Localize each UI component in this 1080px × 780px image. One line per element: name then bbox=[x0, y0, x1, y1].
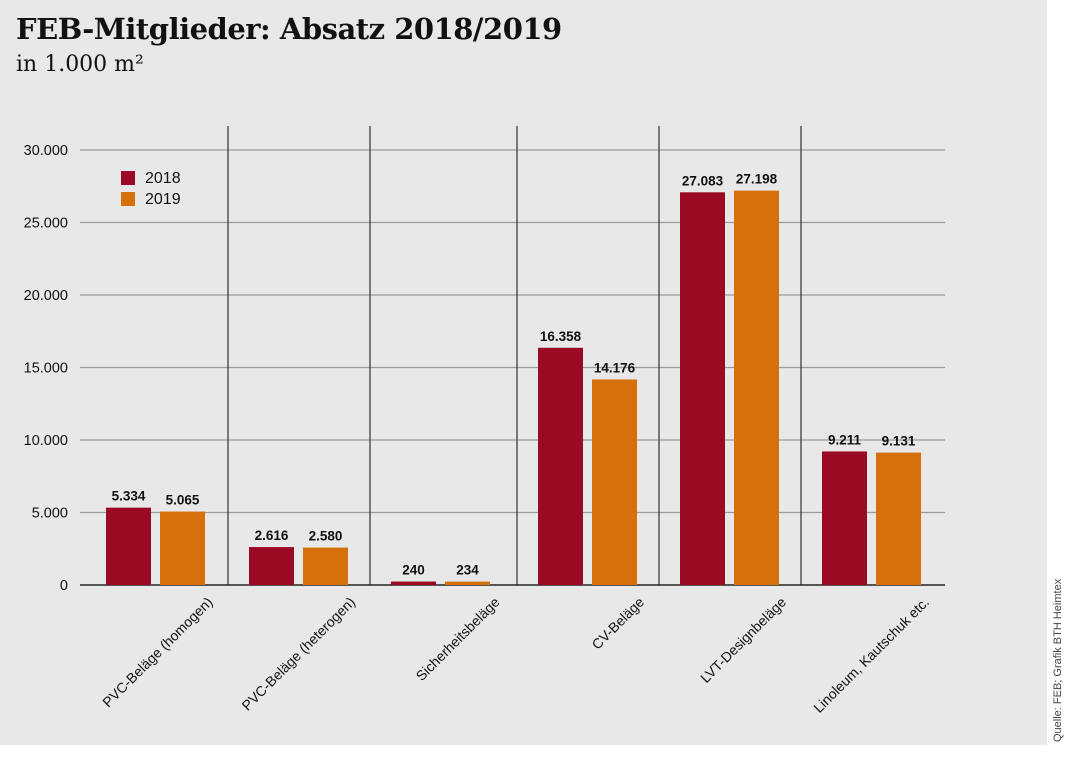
data-label: 16.358 bbox=[540, 329, 582, 344]
category-label: Sicherheitsbeläge bbox=[413, 594, 503, 684]
bar-2018 bbox=[680, 192, 725, 585]
y-tick-label: 10.000 bbox=[24, 433, 68, 449]
y-tick-label: 30.000 bbox=[24, 143, 68, 159]
chart-title: FEB-Mitglieder: Absatz 2018/2019 bbox=[16, 12, 562, 46]
legend-swatch-2019 bbox=[121, 192, 135, 206]
category-label: LVT-Designbeläge bbox=[697, 594, 789, 686]
data-label: 234 bbox=[456, 563, 479, 578]
category-label: PVC-Beläge (homogen) bbox=[99, 594, 215, 710]
legend-label: 2019 bbox=[145, 191, 181, 208]
bar-2018 bbox=[538, 347, 583, 585]
legend-swatch-2018 bbox=[121, 171, 135, 185]
chart-panel bbox=[0, 0, 1047, 745]
bar-2019 bbox=[734, 190, 779, 585]
bar-2018 bbox=[822, 451, 867, 585]
y-tick-label: 20.000 bbox=[24, 288, 68, 304]
y-tick-label: 0 bbox=[60, 578, 68, 594]
bar-2018 bbox=[249, 547, 294, 585]
y-tick-label: 15.000 bbox=[24, 361, 68, 377]
category-label: Linoleum, Kautschuk etc. bbox=[810, 594, 932, 716]
data-label: 2.616 bbox=[255, 528, 289, 543]
bar-2019 bbox=[876, 452, 921, 585]
data-label: 2.580 bbox=[309, 529, 343, 544]
data-label: 5.334 bbox=[112, 489, 146, 504]
bar-2019 bbox=[160, 511, 205, 585]
y-tick-label: 5.000 bbox=[32, 506, 68, 522]
data-label: 9.131 bbox=[882, 434, 916, 449]
data-label: 27.083 bbox=[682, 173, 724, 188]
bar-2018 bbox=[391, 581, 436, 585]
legend-label: 2018 bbox=[145, 170, 181, 187]
bar-2019 bbox=[303, 547, 348, 585]
data-label: 5.065 bbox=[166, 493, 200, 508]
data-label: 14.176 bbox=[594, 360, 636, 375]
data-label: 27.198 bbox=[736, 172, 778, 187]
category-label: PVC-Beläge (heterogen) bbox=[238, 594, 358, 714]
chart-subtitle: in 1.000 m² bbox=[16, 52, 144, 77]
bar-2019 bbox=[445, 581, 490, 585]
data-label: 240 bbox=[402, 563, 425, 578]
bar-2019 bbox=[592, 379, 637, 585]
data-label: 9.211 bbox=[828, 432, 862, 447]
y-tick-label: 25.000 bbox=[24, 216, 68, 232]
bar-2018 bbox=[106, 507, 151, 585]
category-label: CV-Beläge bbox=[588, 594, 647, 653]
